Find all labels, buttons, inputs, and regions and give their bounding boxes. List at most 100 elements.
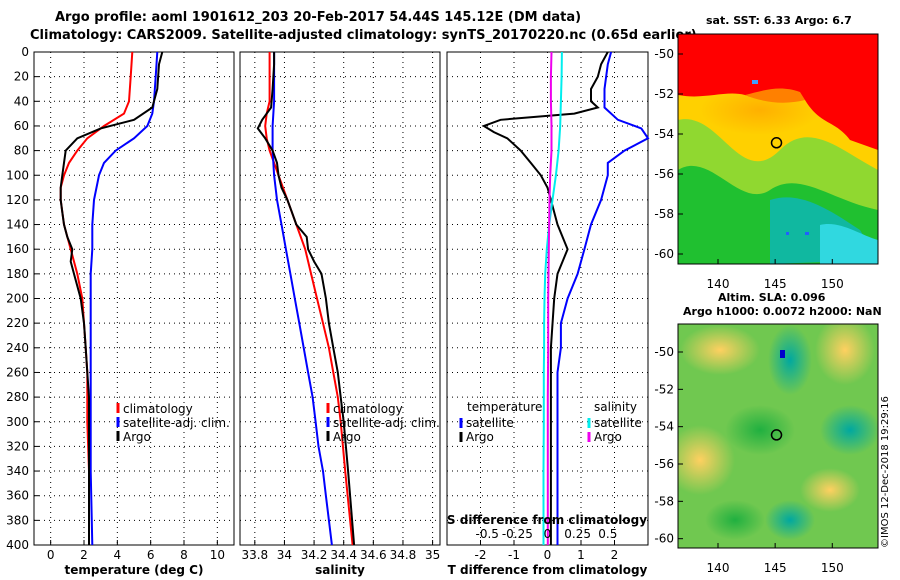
sla map-ytick-label: -60	[654, 532, 674, 546]
depth-tick-label: 180	[6, 267, 29, 281]
difference-s-tick-label: 0	[544, 527, 552, 541]
depth-tick-label: 160	[6, 242, 29, 256]
sla-map-title: Altim. SLA: 0.096	[718, 291, 826, 304]
salinity-xtick-label: 34.2	[301, 548, 328, 562]
temperature-xlabel: temperature (deg C)	[65, 563, 204, 577]
sst-map-title: sat. SST: 6.33 Argo: 6.7	[706, 14, 852, 27]
difference-legend-salinity-title: salinity	[594, 400, 637, 414]
salinity-xtick-label: 34	[277, 548, 292, 562]
sla map-ytick-label: -54	[654, 420, 674, 434]
temperature-series-line	[59, 51, 134, 545]
salinity-xlabel: salinity	[315, 563, 365, 577]
temperature-series-line	[89, 51, 159, 546]
depth-tick-label: 40	[14, 94, 29, 108]
sla map-ytick-label: -58	[654, 494, 674, 508]
salinity-panel: 33.8 34 34.2 34.4 34.6 34.8 35 salinity	[239, 51, 441, 577]
depth-tick-label: 120	[6, 193, 29, 207]
depth-tick-label: 380	[6, 513, 29, 527]
sla map-xtick-label: 140	[707, 561, 730, 575]
difference-xtick-label: -2	[475, 548, 487, 562]
difference-xtick-label: 0	[544, 548, 552, 562]
salinity-xtick-label: 34.6	[360, 548, 387, 562]
difference-legend-label: Argo	[594, 430, 622, 444]
depth-tick-label: 280	[6, 390, 29, 404]
depth-tick-label: 220	[6, 316, 29, 330]
sla map-argo-marker	[770, 429, 783, 441]
sst map-ytick-label: -54	[654, 127, 674, 141]
difference-series-line	[542, 51, 563, 545]
depth-tick-label: 100	[6, 168, 29, 182]
depth-tick-label: 0	[21, 45, 29, 59]
temperature-panel: 0 2 4 6 8 10 temperature (deg C)	[33, 51, 235, 577]
depth-tick-label: 20	[14, 70, 29, 84]
sst map-argo-marker	[770, 137, 783, 149]
difference-legend-label: satellite	[594, 416, 642, 430]
salinity-series-line	[256, 52, 356, 546]
depth-tick-label: 200	[6, 292, 29, 306]
sst map-xtick-label: 150	[821, 277, 844, 291]
temperature-xtick-label: 4	[114, 548, 122, 562]
temperature-series-line	[59, 51, 164, 545]
sst map-xtick-label: 140	[707, 277, 730, 291]
salinity-legend-label: climatology	[333, 402, 403, 416]
depth-tick-label: 60	[14, 119, 29, 133]
salinity-xtick-label: 34.8	[390, 548, 417, 562]
difference-panel: -2 -1 0 1 2T difference from climatology	[446, 51, 650, 577]
difference-series-line	[481, 51, 609, 545]
salinity-xtick-label: 35	[425, 548, 440, 562]
sla-heatmap	[678, 324, 878, 548]
sst map-ytick-label: -52	[654, 87, 674, 101]
difference-s-tick-label: -0.25	[502, 527, 533, 541]
sla map-ytick-label: -56	[654, 457, 674, 471]
sla map-xtick-label: 145	[764, 561, 787, 575]
difference-s-tick-label: 0.25	[564, 527, 591, 541]
sla map-frame	[677, 323, 879, 549]
difference-xlabel: T difference from climatology	[448, 563, 648, 577]
sst-heatmap	[678, 34, 878, 264]
temperature-legend-label: satellite-adj. clim.	[123, 416, 230, 430]
difference-xtick-label: -1	[508, 548, 520, 562]
salinity-xtick-label: 33.8	[241, 548, 268, 562]
argo-height-title: Argo h1000: 0.0072 h2000: NaN	[683, 305, 882, 318]
salinity-xtick-label: 34.4	[330, 548, 357, 562]
temperature-xtick-label: 2	[80, 548, 88, 562]
depth-tick-label: 80	[14, 144, 29, 158]
depth-tick-label: 140	[6, 218, 29, 232]
difference-xtick-label: 1	[577, 548, 585, 562]
salinity-series-line	[264, 52, 354, 546]
difference-legend-label: satellite	[466, 416, 514, 430]
sla map-ytick-label: -50	[654, 345, 674, 359]
difference-xtick-label: 2	[611, 548, 619, 562]
figure-title-line2: Climatology: CARS2009. Satellite-adjuste…	[30, 28, 697, 43]
difference-legend-label: Argo	[466, 430, 494, 444]
figure-title-line1: Argo profile: aoml 1901612_203 20-Feb-20…	[55, 10, 582, 25]
sla map-ytick-label: -52	[654, 382, 674, 396]
depth-tick-label: 400	[6, 538, 29, 552]
difference-x2label: S difference from climatology	[447, 513, 647, 527]
temperature-xtick-label: 0	[47, 548, 55, 562]
sst map-ytick-label: -60	[654, 247, 674, 261]
depth-tick-label: 260	[6, 365, 29, 379]
difference-s-tick-label: -0.5	[475, 527, 498, 541]
difference-series-line	[546, 51, 553, 545]
depth-tick-label: 360	[6, 489, 29, 503]
temperature-xtick-label: 10	[210, 548, 225, 562]
depth-tick-label: 320	[6, 439, 29, 453]
difference-series-line	[556, 51, 650, 545]
salinity-series-line	[271, 52, 333, 546]
depth-tick-label: 340	[6, 464, 29, 478]
sst map-xtick-label: 145	[764, 277, 787, 291]
salinity-frame	[239, 51, 441, 546]
sst map-ytick-label: -50	[654, 47, 674, 61]
difference-legend-temperature-title: temperature	[467, 400, 542, 414]
salinity-legend-label: satellite-adj. clim.	[333, 416, 440, 430]
sst map-ytick-label: -56	[654, 167, 674, 181]
depth-tick-label: 240	[6, 341, 29, 355]
temperature-legend-label: climatology	[123, 402, 193, 416]
sst map-ytick-label: -58	[654, 207, 674, 221]
sla map-xtick-label: 150	[821, 561, 844, 575]
temperature-xtick-label: 8	[180, 548, 188, 562]
depth-tick-label: 300	[6, 415, 29, 429]
sst map-frame	[677, 33, 879, 265]
